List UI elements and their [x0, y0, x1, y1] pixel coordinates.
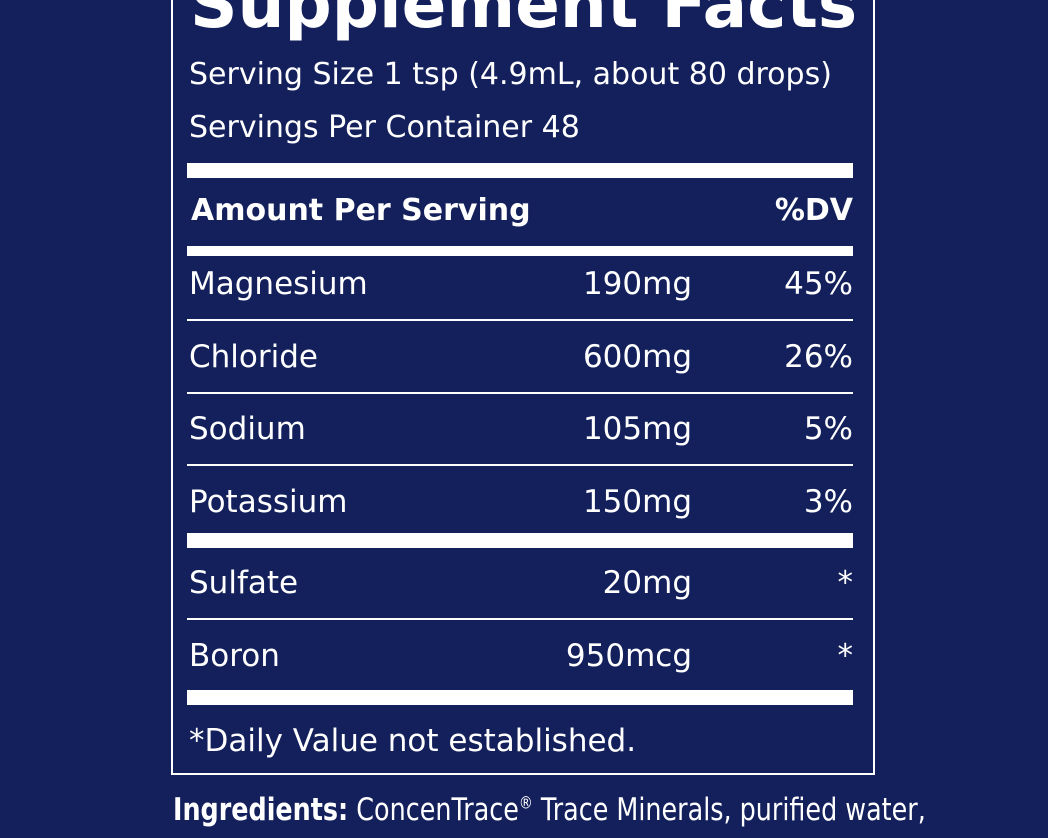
nutrient-amount: 20mg	[602, 565, 692, 601]
thin-rule	[187, 319, 853, 321]
servings-per-container: Servings Per Container 48	[189, 110, 580, 145]
nutrient-amount: 950mcg	[565, 638, 692, 674]
nutrient-name: Sodium	[189, 411, 306, 447]
nutrient-name: Chloride	[189, 338, 318, 375]
footnote: *Daily Value not established.	[189, 723, 637, 759]
nutrient-name: Potassium	[189, 483, 348, 520]
nutrient-dv: 3%	[803, 483, 853, 520]
ingredients-brand: ConcenTrace	[356, 792, 519, 828]
nutrient-name: Sulfate	[189, 565, 299, 601]
ingredients-label: Ingredients:	[173, 792, 349, 828]
nutrient-dv: 26%	[784, 338, 853, 375]
nutrient-dv: *	[837, 565, 854, 601]
title: Supplement Facts	[190, 0, 858, 43]
thin-rule	[187, 618, 853, 620]
nutrient-amount: 190mg	[582, 266, 692, 302]
thin-rule	[187, 464, 853, 466]
nutrient-amount: 105mg	[582, 411, 692, 447]
thick-rule	[187, 690, 853, 705]
registered-mark: ®	[518, 793, 533, 814]
thick-rule	[187, 163, 853, 178]
label-border	[171, 0, 875, 775]
amount-header: Amount Per Serving	[191, 193, 531, 228]
thick-rule	[187, 533, 853, 548]
ingredients: Ingredients: ConcenTrace® Trace Minerals…	[173, 792, 926, 828]
medium-rule	[187, 246, 853, 256]
nutrient-amount: 150mg	[582, 483, 692, 520]
nutrient-amount: 600mg	[582, 338, 692, 375]
serving-size: Serving Size 1 tsp (4.9mL, about 80 drop…	[189, 57, 832, 92]
nutrient-dv: 5%	[803, 411, 853, 447]
ingredients-text: Trace Minerals, purified water,	[532, 792, 926, 828]
nutrient-dv: 45%	[784, 266, 853, 302]
thin-rule	[187, 391, 853, 394]
nutrient-name: Magnesium	[189, 266, 368, 302]
nutrient-dv: *	[837, 638, 854, 674]
nutrient-name: Boron	[189, 638, 280, 674]
dv-header: %DV	[774, 193, 853, 228]
